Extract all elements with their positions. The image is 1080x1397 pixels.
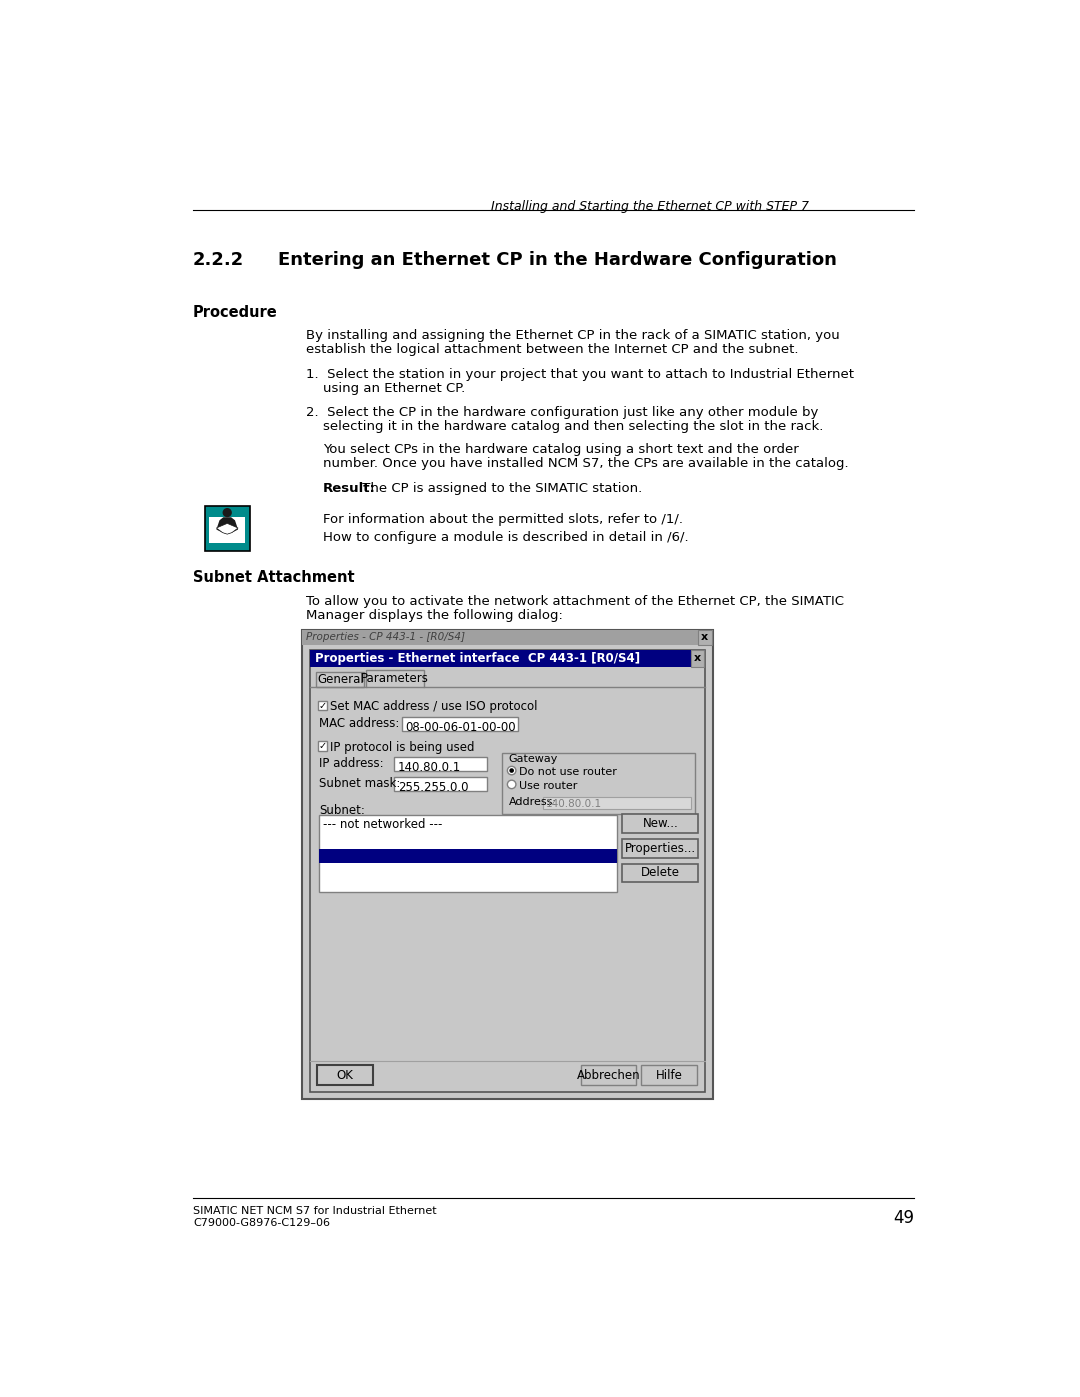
FancyBboxPatch shape [622,814,699,833]
Text: General: General [318,673,364,686]
Text: establish the logical attachment between the Internet CP and the subnet.: establish the logical attachment between… [306,344,798,356]
FancyBboxPatch shape [318,1066,373,1085]
FancyBboxPatch shape [698,630,712,645]
FancyBboxPatch shape [542,796,691,809]
Text: OK: OK [337,1069,353,1081]
FancyBboxPatch shape [622,840,699,858]
Text: Subnet Attachment: Subnet Attachment [193,570,354,585]
Circle shape [510,768,514,773]
Text: To allow you to activate the network attachment of the Ethernet CP, the SIMATIC: To allow you to activate the network att… [306,595,843,608]
FancyBboxPatch shape [302,630,713,645]
Ellipse shape [222,509,232,517]
Text: Properties - Ethernet interface  CP 443-1 [R0/S4]: Properties - Ethernet interface CP 443-1… [314,651,640,665]
Polygon shape [216,517,238,534]
Text: 2.2.2: 2.2.2 [193,251,244,268]
Text: Use router: Use router [519,781,578,791]
Text: --- not networked ---: --- not networked --- [323,819,442,831]
FancyBboxPatch shape [210,517,245,543]
Text: 08-00-06-01-00-00: 08-00-06-01-00-00 [405,721,516,733]
FancyBboxPatch shape [320,816,617,893]
Text: 140.80.0.1: 140.80.0.1 [545,799,602,809]
Text: New...: New... [643,817,678,830]
Text: Entering an Ethernet CP in the Hardware Configuration: Entering an Ethernet CP in the Hardware … [279,251,837,268]
Text: Properties...: Properties... [625,842,696,855]
Text: 1.  Select the station in your project that you want to attach to Industrial Eth: 1. Select the station in your project th… [306,367,853,381]
Text: Address:: Address: [509,796,556,806]
Polygon shape [216,524,238,534]
Text: Do not use router: Do not use router [519,767,618,778]
Text: How to configure a module is described in detail in /6/.: How to configure a module is described i… [323,531,688,543]
Text: Delete: Delete [640,866,680,880]
FancyBboxPatch shape [394,757,487,771]
Text: Set MAC address / use ISO protocol: Set MAC address / use ISO protocol [330,700,538,714]
Text: Parameters: Parameters [361,672,429,686]
Text: Abbrechen: Abbrechen [577,1069,640,1081]
Text: Hilfe: Hilfe [656,1069,683,1081]
Text: selecting it in the hardware catalog and then selecting the slot in the rack.: selecting it in the hardware catalog and… [323,420,823,433]
Circle shape [508,767,516,775]
FancyBboxPatch shape [502,753,696,814]
Text: ✓: ✓ [319,740,326,752]
Text: Gateway: Gateway [509,754,558,764]
Text: 2.  Select the CP in the hardware configuration just like any other module by: 2. Select the CP in the hardware configu… [306,407,818,419]
Text: You select CPs in the hardware catalog using a short text and the order: You select CPs in the hardware catalog u… [323,443,798,457]
Text: using an Ethernet CP.: using an Ethernet CP. [323,381,464,395]
Text: Subnet:: Subnet: [320,803,365,817]
FancyBboxPatch shape [316,672,364,687]
FancyBboxPatch shape [318,742,327,750]
FancyBboxPatch shape [581,1066,636,1085]
Text: IP address:: IP address: [320,757,384,771]
FancyBboxPatch shape [394,777,487,791]
Text: Manager displays the following dialog:: Manager displays the following dialog: [306,609,563,622]
Text: Subnet mask:: Subnet mask: [320,778,401,791]
FancyBboxPatch shape [310,650,705,1091]
Circle shape [508,780,516,789]
Text: Installing and Starting the Ethernet CP with STEP 7: Installing and Starting the Ethernet CP … [491,200,809,212]
Text: Procedure: Procedure [193,305,278,320]
FancyBboxPatch shape [302,630,713,1099]
FancyBboxPatch shape [310,650,705,666]
Text: number. Once you have installed NCM S7, the CPs are available in the catalog.: number. Once you have installed NCM S7, … [323,457,848,471]
Text: ✓: ✓ [319,701,326,711]
FancyBboxPatch shape [402,717,517,731]
Text: 140.80.0.1: 140.80.0.1 [397,760,461,774]
FancyBboxPatch shape [642,1066,697,1085]
FancyBboxPatch shape [366,671,424,687]
Text: The CP is assigned to the SIMATIC station.: The CP is assigned to the SIMATIC statio… [359,482,643,495]
Text: For information about the permitted slots, refer to /1/.: For information about the permitted slot… [323,513,683,525]
Text: C79000-G8976-C129–06: C79000-G8976-C129–06 [193,1218,330,1228]
FancyBboxPatch shape [318,701,327,711]
FancyBboxPatch shape [691,650,704,666]
Text: 255.255.0.0: 255.255.0.0 [397,781,469,793]
Text: x: x [694,654,701,664]
Text: MAC address:: MAC address: [320,718,400,731]
Text: SIMATIC NET NCM S7 for Industrial Ethernet: SIMATIC NET NCM S7 for Industrial Ethern… [193,1206,436,1215]
Text: Ethernet (1): Ethernet (1) [323,866,394,879]
Text: By installing and assigning the Ethernet CP in the rack of a SIMATIC station, yo: By installing and assigning the Ethernet… [306,330,839,342]
Text: Result:: Result: [323,482,376,495]
FancyBboxPatch shape [320,849,617,863]
FancyBboxPatch shape [622,863,699,882]
Text: x: x [701,633,708,643]
Text: Properties - CP 443-1 - [R0/S4]: Properties - CP 443-1 - [R0/S4] [307,633,465,643]
Text: 49: 49 [893,1210,914,1228]
FancyBboxPatch shape [205,507,249,550]
Text: IP protocol is being used: IP protocol is being used [330,740,475,753]
